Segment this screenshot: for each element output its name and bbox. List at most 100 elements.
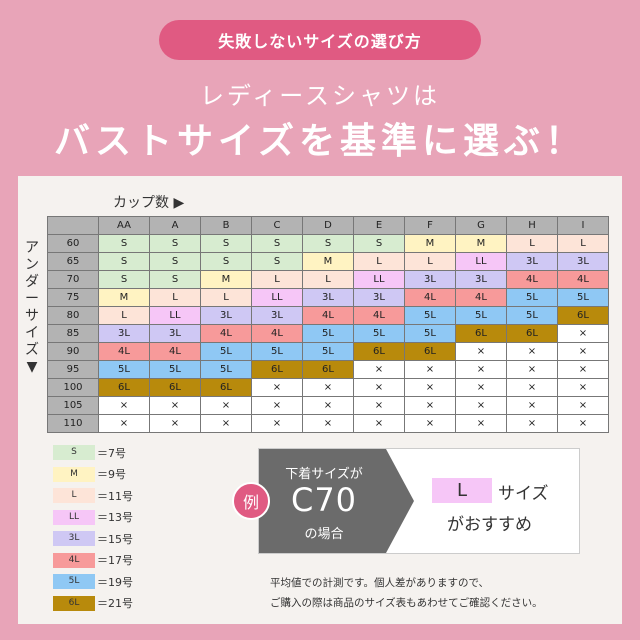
size-cell: 6L xyxy=(353,342,405,361)
size-cell: 5L xyxy=(200,360,252,379)
size-cell: L xyxy=(200,288,252,307)
legend-swatch: L xyxy=(53,488,95,504)
unavailable-cell: × xyxy=(404,360,456,379)
example-badge: 例 xyxy=(232,482,270,520)
legend-swatch: 6L xyxy=(53,595,95,611)
unavailable-cell: × xyxy=(98,396,150,415)
unavailable-cell: × xyxy=(557,414,609,433)
column-header: F xyxy=(404,216,456,235)
size-cell: S xyxy=(149,270,201,289)
footnote: 平均値での計測です。個人差がありますので、 ご購入の際は商品のサイズ表もあわせて… xyxy=(270,573,543,613)
size-cell: L xyxy=(302,270,354,289)
size-cell: 5L xyxy=(353,324,405,343)
size-table: AA A B C D E F G H I 60 S S S S S S M M L L 65 S S S S M… xyxy=(47,216,609,433)
unavailable-cell: × xyxy=(404,414,456,433)
column-header: E xyxy=(353,216,405,235)
size-cell: L xyxy=(557,234,609,253)
unavailable-cell: × xyxy=(149,414,201,433)
size-cell: 3L xyxy=(506,252,558,271)
unavailable-cell: × xyxy=(557,342,609,361)
size-cell: 6L xyxy=(506,324,558,343)
recommended-size-line2: がおすすめ xyxy=(447,515,532,535)
size-cell: LL xyxy=(149,306,201,325)
under-axis-label-text: アンダーサイズ▼ xyxy=(25,240,39,375)
recommended-size-swatch: L xyxy=(432,478,492,503)
unavailable-cell: × xyxy=(404,378,456,397)
cup-axis-label: カップ数 ▶ xyxy=(113,195,185,211)
size-cell: M xyxy=(404,234,456,253)
row-header: 105 xyxy=(47,396,99,415)
row-header: 90 xyxy=(47,342,99,361)
unavailable-cell: × xyxy=(302,396,354,415)
unavailable-cell: × xyxy=(353,414,405,433)
column-header: D xyxy=(302,216,354,235)
unavailable-cell: × xyxy=(149,396,201,415)
size-cell: L xyxy=(98,306,150,325)
column-header: H xyxy=(506,216,558,235)
unavailable-cell: × xyxy=(455,378,507,397)
legend-swatch: S xyxy=(53,445,95,461)
size-cell: LL xyxy=(353,270,405,289)
legend-item: M ＝9号 xyxy=(53,464,133,486)
size-cell: S xyxy=(200,252,252,271)
unavailable-cell: × xyxy=(455,360,507,379)
unavailable-cell: × xyxy=(506,360,558,379)
size-cell: 4L xyxy=(404,288,456,307)
size-cell: 3L xyxy=(149,324,201,343)
example-condition-line1: 下着サイズが xyxy=(285,467,363,482)
legend-item: 6L ＝21号 xyxy=(53,593,133,615)
legend-label: ＝13号 xyxy=(97,511,133,525)
size-cell: 4L xyxy=(149,342,201,361)
size-cell: S xyxy=(149,252,201,271)
size-cell: 3L xyxy=(302,288,354,307)
unavailable-cell: × xyxy=(98,414,150,433)
size-cell: 4L xyxy=(557,270,609,289)
legend-item: L ＝11号 xyxy=(53,485,133,507)
size-cell: S xyxy=(251,252,303,271)
legend-item: 5L ＝19号 xyxy=(53,571,133,593)
subtitle: レディースシャツは xyxy=(199,82,441,110)
unavailable-cell: × xyxy=(557,324,609,343)
table-row: 110 × × × × × × × × × × xyxy=(47,414,609,433)
table-row: 105 × × × × × × × × × × xyxy=(47,396,609,415)
size-cell: 5L xyxy=(302,324,354,343)
size-cell: 5L xyxy=(404,324,456,343)
size-cell: L xyxy=(506,234,558,253)
size-cell: LL xyxy=(251,288,303,307)
unavailable-cell: × xyxy=(251,414,303,433)
size-cell: M xyxy=(455,234,507,253)
footnote-line1: 平均値での計測です。個人差がありますので、 xyxy=(270,577,490,589)
size-cell: 3L xyxy=(98,324,150,343)
size-cell: 4L xyxy=(455,288,507,307)
size-cell: S xyxy=(251,234,303,253)
unavailable-cell: × xyxy=(506,414,558,433)
legend-swatch: 3L xyxy=(53,531,95,547)
unavailable-cell: × xyxy=(404,396,456,415)
row-header: 100 xyxy=(47,378,99,397)
size-cell: 5L xyxy=(200,342,252,361)
legend: S ＝7号 M ＝9号 L ＝11号 LL ＝13号 3L ＝15号 4L ＝17号 5L ＝19号 6L ＝… xyxy=(53,442,133,614)
size-cell: 3L xyxy=(404,270,456,289)
size-cell: 6L xyxy=(98,378,150,397)
legend-swatch: 5L xyxy=(53,574,95,590)
column-header: G xyxy=(455,216,507,235)
example-bra-size: C70 xyxy=(290,481,358,519)
table-row: 60 S S S S S S M M L L xyxy=(47,234,609,253)
table-body: 60 S S S S S S M M L L 65 S S S S M L L LL 3L 3L 70 S S M L L LL 3L 3L… xyxy=(47,234,609,433)
legend-item: 4L ＝17号 xyxy=(53,550,133,572)
row-header: 75 xyxy=(47,288,99,307)
size-cell: S xyxy=(302,234,354,253)
unavailable-cell: × xyxy=(557,360,609,379)
legend-label: ＝21号 xyxy=(97,597,133,611)
size-cell: 5L xyxy=(404,306,456,325)
column-header: B xyxy=(200,216,252,235)
unavailable-cell: × xyxy=(302,414,354,433)
unavailable-cell: × xyxy=(506,342,558,361)
table-row: 75 M L L LL 3L 3L 4L 4L 5L 5L xyxy=(47,288,609,307)
legend-label: ＝9号 xyxy=(97,468,126,482)
legend-swatch: 4L xyxy=(53,552,95,568)
legend-swatch: LL xyxy=(53,509,95,525)
size-cell: M xyxy=(200,270,252,289)
unavailable-cell: × xyxy=(455,414,507,433)
size-cell: M xyxy=(302,252,354,271)
